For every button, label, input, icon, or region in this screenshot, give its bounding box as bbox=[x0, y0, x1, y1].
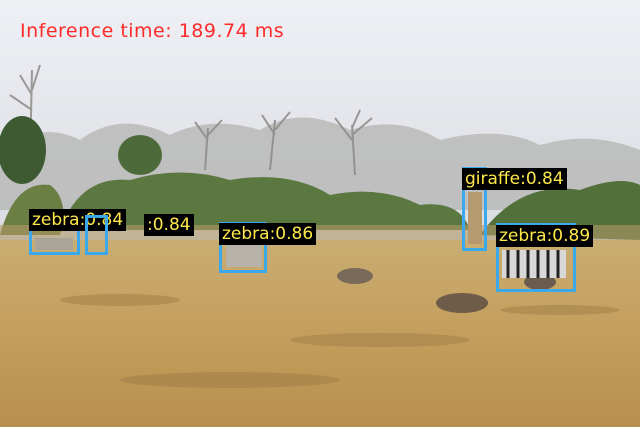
detection-label: zebra:0.89 bbox=[496, 225, 594, 247]
detection-label: giraffe:0.84 bbox=[462, 168, 567, 190]
detection-label: zebra:0.84 bbox=[29, 209, 127, 231]
detection-box bbox=[496, 223, 576, 292]
inference-time-text: Inference time: 189.74 ms bbox=[20, 20, 285, 42]
detection-box bbox=[85, 215, 108, 255]
detection-label: :0.84 bbox=[144, 214, 194, 236]
detection-label: zebra:0.86 bbox=[219, 223, 317, 245]
